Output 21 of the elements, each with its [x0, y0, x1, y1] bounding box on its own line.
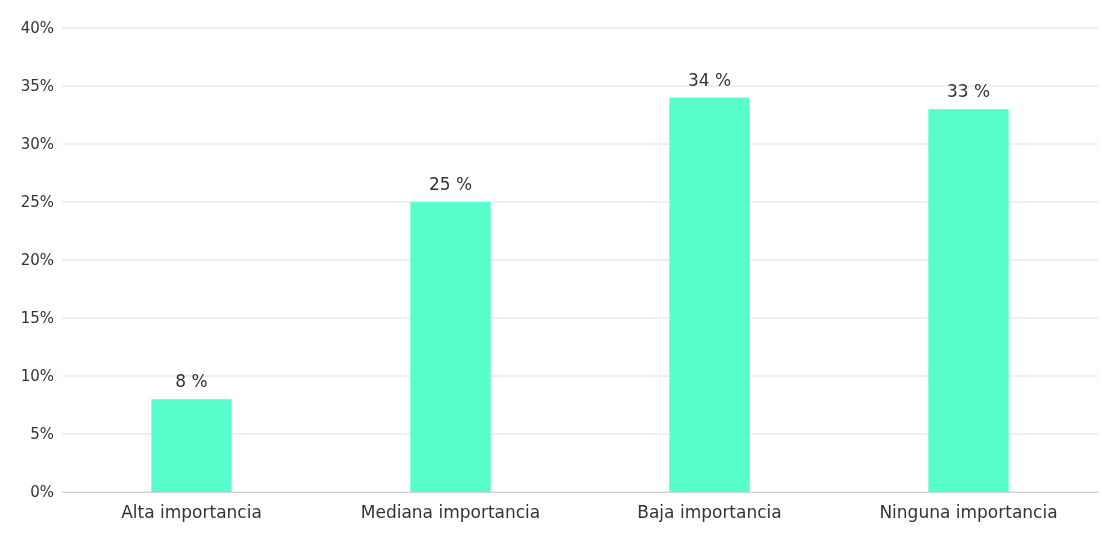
bar: [669, 97, 750, 492]
data-label: 25 %: [428, 174, 473, 194]
x-tick-label: Mediana importancia: [360, 502, 541, 523]
data-label: 33 %: [946, 81, 991, 102]
y-tick-label: 10%: [20, 367, 54, 386]
y-tick-label: 5%: [30, 425, 54, 444]
y-tick-label: 25%: [20, 193, 54, 212]
data-label: 8 %: [175, 371, 208, 392]
y-tick-label: 40%: [20, 19, 54, 38]
x-tick-label: Ninguna importancia: [879, 502, 1058, 523]
x-tick-label: Baja importancia: [637, 502, 782, 523]
y-tick-label: 35%: [20, 77, 54, 96]
y-tick-label: 30%: [20, 135, 54, 154]
bar: [151, 399, 232, 492]
x-tick-label: Alta importancia: [121, 502, 262, 523]
data-label: 34 %: [687, 69, 732, 90]
bar: [410, 202, 491, 492]
y-tick-label: 20%: [20, 251, 54, 270]
y-tick-label: 15%: [20, 309, 54, 328]
y-tick-label: 0%: [30, 483, 54, 502]
bar: [928, 109, 1009, 492]
